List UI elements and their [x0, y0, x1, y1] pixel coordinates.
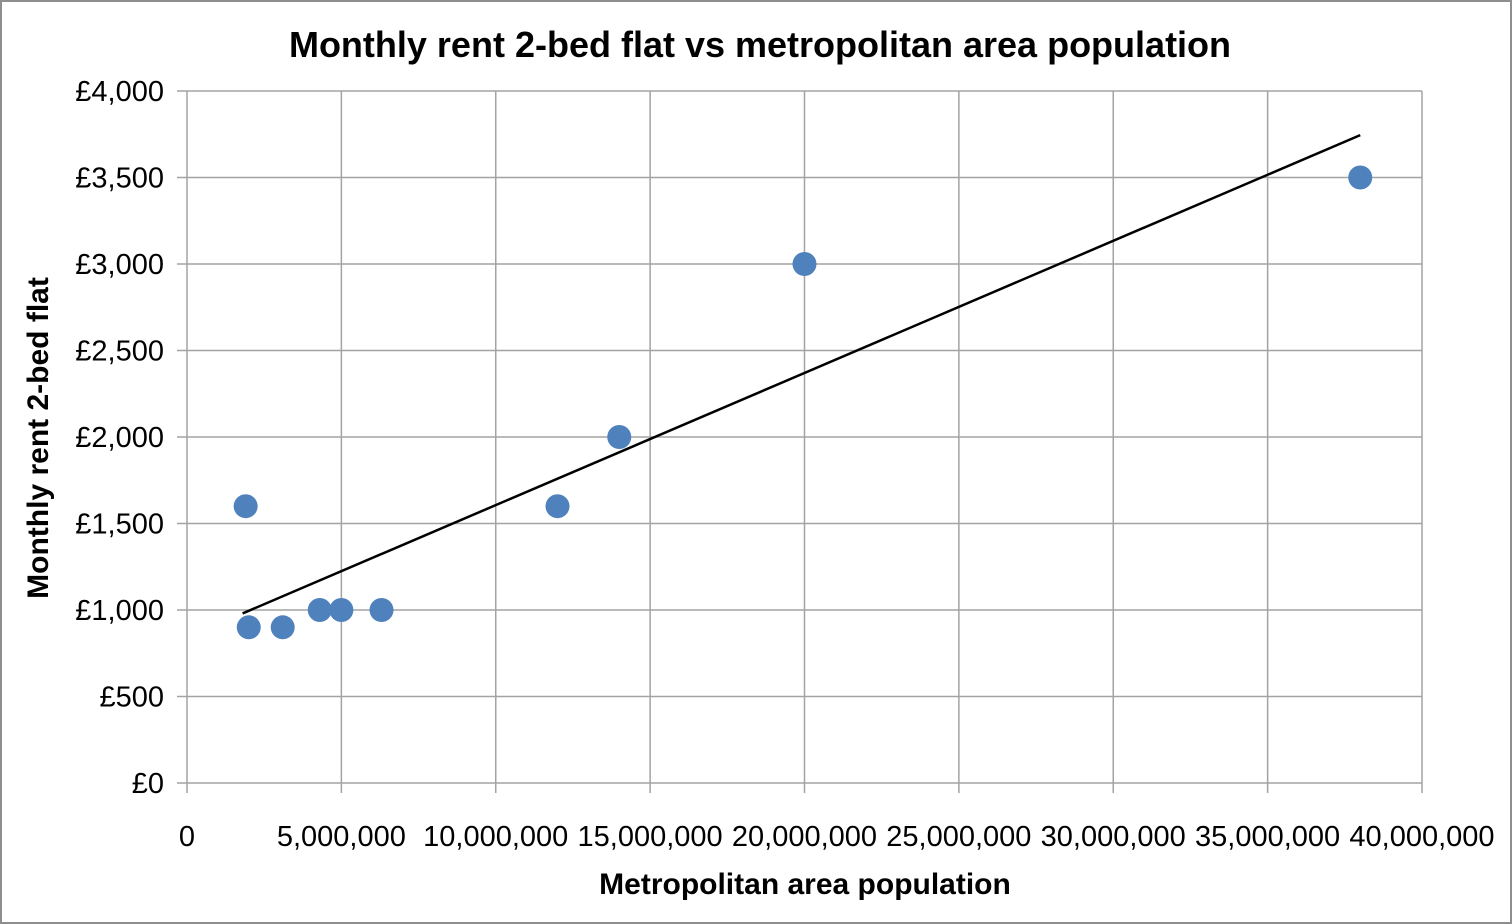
data-point[interactable]: [369, 598, 394, 622]
y-tick-label: £1,500: [75, 509, 164, 541]
y-axis-tick-labels: £0 £500 £1,000 £1,500 £2,000 £2,500 £3,000 £3,5…: [75, 76, 164, 800]
data-point[interactable]: [307, 598, 332, 622]
x-tick-label: 15,000,000: [578, 821, 723, 853]
data-point[interactable]: [233, 494, 258, 519]
x-tick-label: 20,000,000: [732, 821, 877, 853]
data-point[interactable]: [270, 615, 295, 640]
y-tick-label: £3,000: [75, 249, 164, 281]
y-tick-label: £500: [99, 682, 164, 714]
y-tick-label: £2,000: [75, 422, 164, 454]
y-tick-label: £4,000: [75, 76, 164, 108]
x-tick-label: 40,000,000: [1349, 821, 1494, 853]
y-tick-label: £1,000: [75, 595, 164, 627]
trend-line[interactable]: [242, 133, 1361, 615]
data-point[interactable]: [329, 598, 354, 622]
x-axis-title: Metropolitan area population: [599, 868, 1011, 901]
x-tick-label: 0: [179, 821, 195, 853]
y-tick-label: £2,500: [75, 336, 164, 368]
x-tick-label: 10,000,000: [423, 821, 568, 853]
x-tick-label: 5,000,000: [277, 821, 406, 853]
data-point[interactable]: [545, 494, 570, 519]
axis-tick-marks: [177, 90, 1423, 793]
data-points: [233, 165, 1373, 640]
y-axis-title: Monthly rent 2-bed flat: [22, 277, 55, 599]
data-point[interactable]: [792, 252, 817, 276]
y-tick-label: £3,500: [75, 163, 164, 195]
data-point[interactable]: [1348, 165, 1373, 190]
data-point[interactable]: [236, 615, 261, 640]
x-tick-label: 30,000,000: [1041, 821, 1186, 853]
data-point[interactable]: [607, 425, 632, 449]
x-axis-tick-labels: 0 5,000,000 10,000,000 15,000,000 20,000,000…: [179, 821, 1495, 853]
x-tick-label: 25,000,000: [886, 821, 1031, 853]
y-tick-label: £0: [132, 768, 164, 800]
x-tick-label: 35,000,000: [1195, 821, 1340, 853]
chart-title: Monthly rent 2-bed flat vs metropolitan …: [289, 24, 1231, 65]
